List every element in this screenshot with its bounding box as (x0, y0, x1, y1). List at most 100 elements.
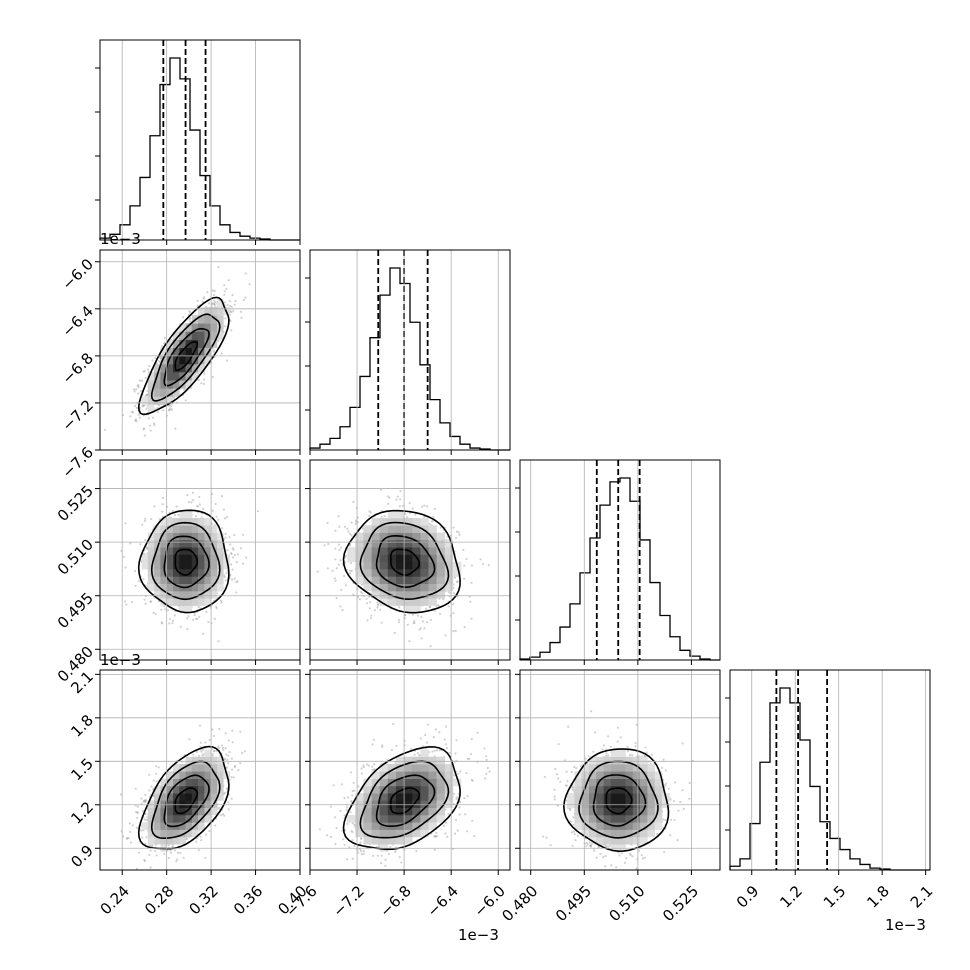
scatter-point (405, 516, 409, 519)
scatter-point (452, 612, 455, 615)
scatter-point (202, 507, 205, 510)
scatter-point (465, 557, 468, 561)
scatter-point (213, 303, 216, 306)
density-cell (363, 561, 372, 570)
density-cell (179, 525, 186, 533)
scatter-point (223, 293, 226, 296)
scatter-point (433, 507, 436, 511)
scatter-point (369, 601, 372, 604)
density-cell (185, 561, 193, 570)
histogram-bar (190, 130, 200, 240)
histogram-bar (550, 643, 560, 660)
scatter-point (144, 517, 147, 520)
scatter-point (145, 547, 149, 550)
scatter-point (154, 357, 157, 360)
scatter-point (383, 515, 386, 518)
scatter-point (137, 384, 140, 387)
scatter-point (224, 536, 227, 539)
scatter-point (143, 370, 146, 373)
scatter-point (399, 489, 402, 492)
density-cell (191, 525, 199, 533)
density-cell (147, 547, 155, 555)
scatter-point (220, 352, 223, 355)
scatter-point (141, 405, 144, 408)
scatter-point (416, 614, 419, 617)
density-cell (179, 518, 186, 526)
histogram-panel-0 (95, 40, 300, 241)
scatter-point (143, 519, 147, 523)
density-cell (166, 569, 174, 577)
scatter-point (142, 404, 145, 407)
histogram-bar (380, 295, 390, 450)
scatter-point (217, 265, 220, 269)
scatter-point (171, 622, 174, 625)
scatter-point (135, 420, 138, 423)
histogram-bar (820, 822, 830, 870)
density-cell (154, 561, 161, 570)
scatter-point (186, 617, 189, 620)
scatter-point (240, 310, 243, 313)
scatter-point (354, 522, 357, 526)
histogram-bar (600, 505, 610, 660)
scatter-point (388, 496, 391, 499)
scatter-point (413, 619, 416, 623)
scatter-point (171, 619, 175, 622)
scatter-point (399, 498, 402, 501)
scatter-point (134, 404, 137, 408)
scatter-point (334, 558, 337, 561)
scatter-point (224, 317, 227, 320)
histogram-bar (170, 58, 180, 240)
scatter-point (175, 505, 178, 508)
scatter-point (205, 610, 208, 614)
density-cell (198, 323, 205, 332)
scatter-point (256, 510, 260, 513)
scatter-point (229, 305, 232, 308)
scatter-point (194, 515, 198, 518)
scatter-point (224, 532, 227, 536)
histogram-bar (850, 859, 860, 870)
scatter-point (395, 498, 398, 501)
scatter-point (139, 543, 142, 546)
scatter-point (153, 505, 156, 508)
scatter-point (413, 621, 416, 624)
histogram-bar (670, 637, 680, 660)
scatter-point (144, 538, 147, 542)
scatter-point (152, 611, 155, 614)
scatter-point (420, 637, 423, 640)
density-cell (198, 583, 205, 592)
histogram-bar (680, 650, 690, 660)
scatter-point (393, 631, 396, 635)
density-cell (198, 554, 205, 563)
histogram-bar (320, 444, 330, 450)
histogram-bar (560, 627, 570, 660)
scatter-point (376, 601, 379, 604)
histogram-bar (630, 501, 640, 660)
histogram-bar (220, 225, 230, 240)
histogram-step (519, 477, 720, 661)
scatter-point (414, 513, 417, 516)
scatter-point (231, 293, 234, 297)
density-cell (371, 576, 380, 584)
histogram-bar (390, 268, 400, 450)
scatter-point (225, 287, 228, 291)
density-cell (191, 598, 199, 606)
scatter-point (350, 569, 353, 572)
scatter-point (130, 601, 133, 604)
scatter-point (242, 299, 245, 302)
density-cell (179, 576, 186, 584)
histogram-step (309, 267, 510, 451)
scatter-point (235, 591, 238, 594)
density-grid (141, 510, 230, 614)
scatter-point (380, 488, 383, 491)
scatter-point (139, 406, 142, 410)
scatter-point (226, 359, 229, 362)
scatter-point (212, 293, 216, 297)
scatter-point (137, 579, 141, 583)
scatter-point (134, 418, 137, 421)
joint-panel-1-2 (316, 488, 490, 648)
histogram-bar (430, 400, 440, 450)
histogram-bar (540, 652, 550, 660)
density-cell (204, 315, 211, 324)
scatter-point (411, 507, 414, 510)
